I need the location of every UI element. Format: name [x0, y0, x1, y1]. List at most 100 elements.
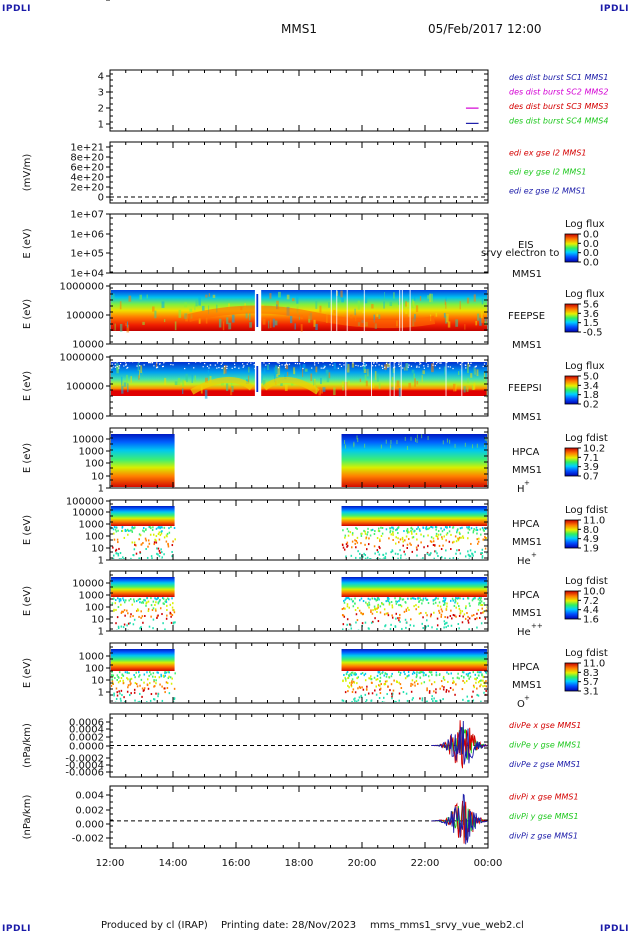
panel-hpca-o-speckle [168, 675, 170, 678]
panel-feepsi-colorbar-label-3: 0.2 [583, 400, 599, 411]
panel-hpca-hepp-speckle [344, 607, 346, 610]
panel-hpca-hepp-speckle [120, 625, 123, 628]
panel-feepsi-speckle [436, 363, 438, 365]
panel-hpca-he-speckle [148, 526, 151, 529]
panel-feepsi-speckle [126, 367, 128, 369]
panel-hpca-he-speckle [389, 531, 391, 534]
panel-feepsi-texture [183, 380, 187, 385]
panel-edi-y-axis-label: (mV/m) [22, 154, 33, 192]
panel-feepsi-texture [341, 381, 344, 388]
panel-hpca-o-ion-charge: + [524, 694, 530, 702]
panel-hpca-hepp-speckle [394, 597, 396, 600]
panel-hpca-o-speckle [139, 674, 141, 677]
panel-hpca-he-speckle [443, 535, 446, 538]
panel-hpca-hepp-speckle [451, 617, 453, 620]
panel-hpca-hepp-instrument-label: HPCA [512, 590, 540, 601]
panel-hpca-he-speckle [404, 539, 406, 542]
panel-hpca-o-speckle [455, 683, 457, 686]
panel-hpca-he-spacecraft-label: MMS1 [512, 537, 542, 548]
panel-hpca-he-speckle [461, 526, 463, 529]
panel-hpca-he-speckle [174, 538, 176, 541]
panel-feepsi-texture [277, 366, 281, 376]
panel-hpca-o-speckle [127, 686, 129, 689]
panel-hpca-hepp-speckle [172, 602, 174, 605]
panel-hpca-o-speckle [478, 674, 480, 677]
panel-hpca-h-colorbar [564, 447, 579, 477]
panel-hpca-h-texture [484, 443, 486, 448]
panel-feepsi-speckle [125, 363, 127, 366]
panel-feepsi-speckle [387, 366, 389, 368]
panel-hpca-o-speckle [153, 698, 156, 701]
panel-hpca-he-speckle [397, 557, 399, 559]
panel-hpca-he-speckle [381, 558, 384, 559]
panel-hpca-o-speckle [384, 683, 387, 686]
panel-hpca-o-speckle [379, 692, 382, 695]
panel-hpca-he-speckle [161, 530, 163, 533]
panel-hpca-hepp-speckle [157, 614, 159, 617]
panel-feepsi-speckle [139, 365, 141, 367]
panel-hpca-he-speckle [374, 552, 376, 555]
panel-feepse-texture [364, 296, 368, 304]
panel-hpca-o-speckle [116, 678, 118, 681]
panel-hpca-o-speckle [111, 680, 114, 683]
panel-feepsi-data-gap [345, 362, 347, 396]
panel-hpca-hepp-speckle [170, 621, 173, 624]
panel-hpca-hepp-speckle [164, 628, 166, 630]
panel-hpca-hepp-speckle [376, 597, 379, 600]
panel-hpca-hepp-speckle [370, 609, 372, 612]
panel-hpca-hepp-speckle [115, 622, 117, 625]
panel-hpca-he-speckle [165, 534, 168, 537]
panel-hpca-o-speckle [476, 676, 478, 679]
panel-feepsi-speckle [156, 362, 158, 364]
panel-hpca-he-speckle [478, 537, 480, 540]
panel-hpca-hepp-speckle [140, 601, 143, 604]
panel-feepse-texture [119, 323, 123, 332]
panel-hpca-hepp-speckle [155, 609, 157, 612]
panel-hpca-o-speckle [168, 671, 170, 674]
panel-hpca-he-speckle [133, 541, 136, 544]
panel-feepsi-texture [362, 365, 366, 371]
panel-feepsi-speckle [232, 360, 234, 363]
panel-feepse-spacecraft-label: MMS1 [512, 340, 542, 351]
panel-hpca-hepp-speckle [371, 597, 374, 600]
panel-hpca-h-colorbar-label-0: 10.2 [583, 444, 605, 455]
panel-hpca-he-speckle [163, 536, 166, 539]
panel-hpca-o-colorbar-label-0: 11.0 [583, 659, 605, 670]
panel-hpca-o-speckle [364, 672, 367, 675]
panel-hpca-hepp-speckle [390, 600, 393, 603]
panel-hpca-o-speckle [162, 674, 165, 677]
panel-hpca-hepp-speckle [382, 603, 385, 606]
panel-feepsi-texture [194, 375, 197, 382]
panel-hpca-o-speckle [139, 700, 141, 702]
panel-feepse-texture [371, 303, 374, 309]
panel-hpca-o-speckle [421, 701, 424, 702]
panel-divpe-y-tick-label: -0.0002 [65, 754, 104, 765]
panel-hpca-hepp-speckle [455, 606, 457, 609]
panel-hpca-he-speckle [467, 537, 469, 540]
x-axis-tick-label-1: 14:00 [159, 858, 188, 869]
panel-hpca-hepp-speckle [169, 603, 172, 606]
panel-feepse-texture [446, 313, 449, 323]
panel-hpca-he-speckle [445, 533, 448, 536]
panel-hpca-h-texture [416, 434, 418, 439]
panel-hpca-he-speckle [163, 526, 166, 529]
panel-hpca-o-speckle [485, 685, 487, 688]
panel-hpca-hepp-speckle [486, 610, 487, 613]
panel-feepsi-speckle [125, 364, 127, 366]
panel-hpca-o-speckle [473, 686, 476, 689]
panel-hpca-hepp-speckle [354, 608, 357, 611]
panel-divpe: -0.0006-0.0004-0.00020.00000.00020.00040… [22, 713, 581, 779]
panel-hpca-hepp-speckle [388, 597, 390, 600]
panel-hpca-hepp-speckle [361, 622, 364, 625]
panel-hpca-hepp-y-tick-label: 10 [91, 615, 104, 626]
panel-feepsi-speckle [343, 364, 345, 366]
panel-hpca-hepp-speckle [155, 601, 157, 604]
panel-hpca-o-speckle [348, 686, 350, 689]
panel-eis-y-tick-label: 1e+04 [70, 269, 104, 280]
panel-hpca-o-speckle [428, 671, 431, 674]
panel-hpca-he-speckle [404, 553, 406, 556]
panel-hpca-hepp-speckle [479, 599, 481, 602]
panel-hpca-he-speckle [459, 552, 462, 555]
